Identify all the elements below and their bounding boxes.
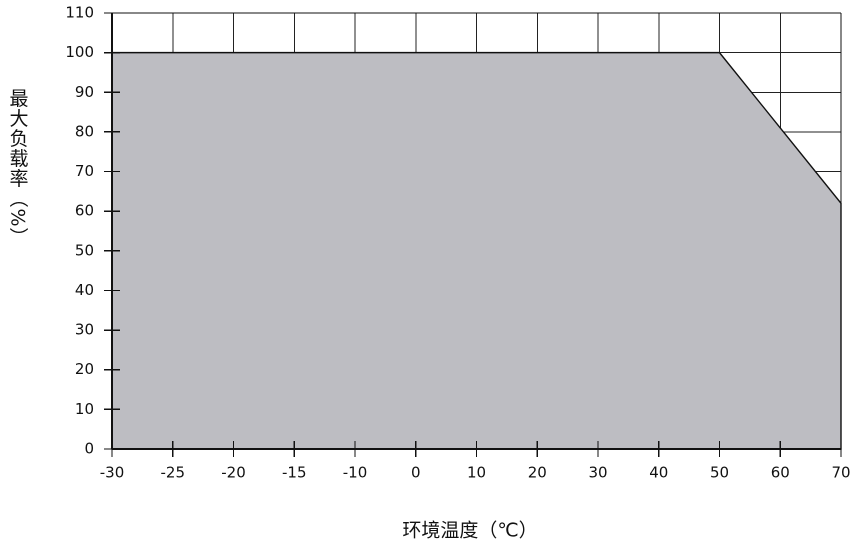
x-tick-label: -30	[100, 464, 125, 482]
y-tick-label: 0	[84, 440, 94, 458]
x-tick-label: 20	[528, 464, 547, 482]
x-tick-label: 10	[467, 464, 486, 482]
x-tick-label: 50	[710, 464, 729, 482]
x-tick-label: 40	[649, 464, 668, 482]
y-tick-label: 100	[65, 43, 94, 61]
x-tick-label: -10	[343, 464, 368, 482]
y-tick-label: 70	[75, 162, 94, 180]
x-tick-label: -25	[161, 464, 186, 482]
y-tick-label: 10	[75, 400, 94, 418]
y-tick-label: 80	[75, 122, 94, 140]
y-tick-label: 50	[75, 241, 94, 259]
axis-layer	[104, 12, 842, 457]
y-tick-label: 60	[75, 202, 94, 220]
tick-label-layer: -30 -25 -20 -15 -10 0 10 20 30 40 50 60 70 0 10 20 30 40 5…	[65, 4, 850, 482]
y-tick-label: 20	[75, 360, 94, 378]
x-tick-label: -20	[221, 464, 246, 482]
x-tick-label: 30	[588, 464, 607, 482]
x-axis-label: 环境温度（℃）	[402, 520, 537, 542]
x-tick-label: 70	[831, 464, 850, 482]
x-tick-label: -15	[282, 464, 307, 482]
y-tick-label: 90	[75, 83, 94, 101]
load-area	[111, 51, 842, 450]
y-axis-label: 最大负载率（%）	[7, 88, 29, 247]
x-tick-label: 0	[411, 464, 421, 482]
x-tick-label: 60	[771, 464, 790, 482]
y-tick-label: 40	[75, 281, 94, 299]
y-tick-label: 30	[75, 321, 94, 339]
y-tick-label: 110	[65, 4, 94, 22]
